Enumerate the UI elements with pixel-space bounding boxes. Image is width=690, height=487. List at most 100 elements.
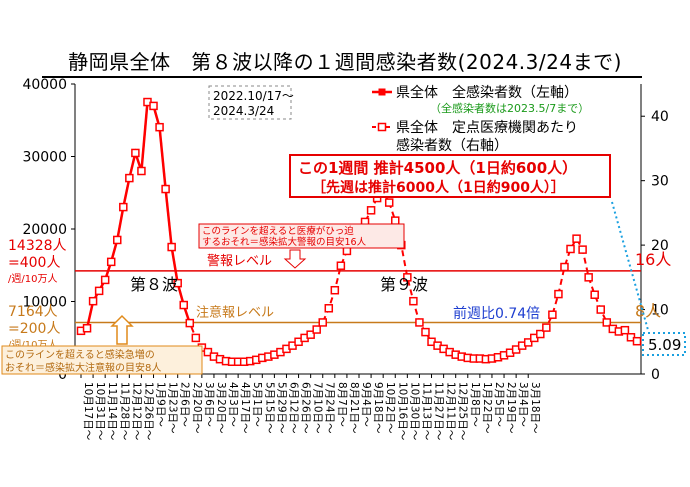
right-tick-label: 10 xyxy=(651,303,669,319)
x-tick-label: 2月5日～ xyxy=(493,382,505,427)
series-sentinel-marker xyxy=(131,148,140,158)
series-sentinel-marker xyxy=(384,198,394,207)
series-sentinel-marker xyxy=(113,235,122,245)
weekly-box-line1: この1週間 推計4500人（1日約600人） xyxy=(298,159,577,177)
legend-note: （全感染者数は2023.5/7まで） xyxy=(430,101,589,115)
left-tick-label: 0 xyxy=(58,367,67,383)
caution-right-label: 8人 xyxy=(635,301,661,320)
alert-note-text: するおそれ＝感染拡大警報の目安16人 xyxy=(202,236,367,248)
x-tick-label: 1月23日～ xyxy=(167,382,179,434)
alert-left-label: 14328人 xyxy=(8,238,67,254)
series-sentinel-marker xyxy=(173,278,182,288)
series-total-line xyxy=(80,100,191,332)
series-sentinel-marker xyxy=(421,327,430,337)
series-sentinel-marker xyxy=(94,286,104,296)
x-tick-label: 12月11日～ xyxy=(445,382,457,441)
x-tick-label: 3月18日～ xyxy=(529,382,541,434)
x-tick-label: 9月18日～ xyxy=(372,382,384,434)
series-sentinel-marker xyxy=(523,338,533,347)
series-sentinel-marker xyxy=(82,323,92,333)
series-sentinel-marker xyxy=(137,166,146,176)
x-tick-label: 10月31日～ xyxy=(94,382,106,441)
legend-sentinel-marker xyxy=(377,122,387,132)
legend-sentinel-label: 県全体 定点医療機関あたり xyxy=(396,119,578,136)
x-tick-label: 2月6日～ xyxy=(179,382,191,427)
series-sentinel-marker xyxy=(542,323,551,332)
series-sentinel-marker xyxy=(366,206,376,215)
x-tick-label: 11月27日～ xyxy=(433,382,445,441)
x-tick-label: 11月28日～ xyxy=(118,382,130,441)
alert-line-label: 警報レベル xyxy=(207,253,272,269)
left-tick-label: 30000 xyxy=(22,150,67,166)
legend-total-marker xyxy=(378,88,386,96)
series-sentinel-marker xyxy=(167,242,176,252)
right-tick-label: 20 xyxy=(651,238,669,254)
series-sentinel-marker xyxy=(584,273,593,282)
x-tick-label: 6月12日～ xyxy=(287,382,299,434)
series-sentinel-marker xyxy=(306,330,315,339)
series-sentinel-marker xyxy=(578,245,587,254)
x-tick-label: 8月7日～ xyxy=(336,382,348,427)
legend-total-label: 県全体 全感染者数（左軸） xyxy=(396,84,578,101)
caution-line-label: 注意報レベル xyxy=(196,304,274,320)
x-tick-label: 4月3日～ xyxy=(227,382,239,427)
alert-arrow xyxy=(283,249,307,269)
x-tick-label: 12月26日～ xyxy=(142,382,154,441)
series-sentinel-marker xyxy=(179,300,188,310)
wave8-label: 第８波 xyxy=(130,275,178,294)
current-value: 5.09 xyxy=(648,336,681,354)
wave9-label: 第９波 xyxy=(380,275,428,294)
alert-right-label: 16人 xyxy=(635,250,671,269)
series-sentinel-marker xyxy=(203,347,213,357)
x-tick-label: 3月4日～ xyxy=(517,382,529,427)
weekly-box-line2: ［先週は推計6000人（1日約900人）］ xyxy=(312,179,565,196)
title-underline xyxy=(42,76,642,78)
series-sentinel-marker xyxy=(572,234,581,243)
series-sentinel-marker xyxy=(403,273,412,282)
x-tick-label: 11月14日～ xyxy=(106,382,118,441)
period-label: 2022.10/17～ xyxy=(213,89,294,103)
series-sentinel-marker xyxy=(100,275,110,285)
weekly-box xyxy=(289,154,611,198)
x-tick-label: 1月8日～ xyxy=(469,382,481,427)
series-sentinel-marker xyxy=(602,318,612,327)
x-tick-label: 3月6日～ xyxy=(203,382,215,427)
pointer-line xyxy=(611,201,649,331)
x-tick-label: 3月20日～ xyxy=(215,382,227,434)
series-sentinel-marker xyxy=(391,216,400,225)
x-tick-label: 10月30日～ xyxy=(408,382,420,441)
series-sentinel-marker xyxy=(312,325,321,334)
x-tick-label: 5月1日～ xyxy=(251,382,263,427)
caution-note-text: おそれ＝感染拡大注意報の目安8人 xyxy=(5,361,161,374)
series-sentinel-marker xyxy=(409,296,418,306)
period-label: 2024.3/24 xyxy=(213,104,274,118)
series-sentinel-marker xyxy=(149,101,158,111)
series-sentinel-marker xyxy=(596,305,605,314)
x-tick-label: 12月25日～ xyxy=(457,382,469,441)
x-tick-label: 2月19日～ xyxy=(505,382,517,434)
x-tick-label: 5月15日～ xyxy=(263,382,275,434)
alert-left-label: /週/10万人 xyxy=(8,273,57,285)
x-tick-label: 7月24日～ xyxy=(324,382,336,434)
series-sentinel-marker xyxy=(185,318,195,328)
right-tick-label: 0 xyxy=(651,367,660,383)
series-sentinel-marker xyxy=(318,318,327,327)
x-tick-label: 7月10日～ xyxy=(312,382,324,434)
x-tick-label: 10月16日～ xyxy=(396,382,408,441)
x-tick-label: 10月17日～ xyxy=(82,382,94,441)
series-sentinel-marker xyxy=(336,261,346,270)
series-sentinel-marker xyxy=(125,173,134,183)
series-sentinel-marker xyxy=(324,304,334,313)
chart-title: 静岡県全体 第８波以降の１週間感染者数(2024.3/24まで) xyxy=(68,50,622,74)
series-sentinel-marker xyxy=(590,290,599,299)
alert-left-label: =400人 xyxy=(8,255,60,271)
series-sentinel-marker xyxy=(88,296,98,306)
caution-arrow xyxy=(110,314,134,345)
caution-left-label: 7164人 xyxy=(8,304,58,320)
alert-note-text: このラインを超えると医療がひっ迫 xyxy=(202,225,354,237)
x-tick-label: 9月4日～ xyxy=(360,382,372,427)
series-sentinel-marker xyxy=(620,325,630,335)
x-tick-label: 1月22日～ xyxy=(481,382,493,434)
alert-note-box xyxy=(198,223,405,249)
caution-note-text: このラインを超えると感染急増の xyxy=(5,348,155,361)
